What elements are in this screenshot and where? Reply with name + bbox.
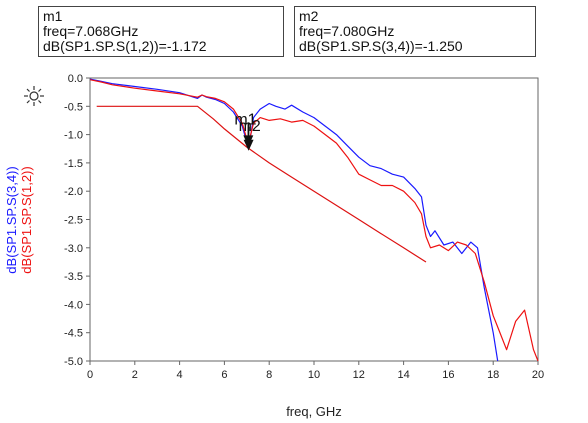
marker-frequency: freq=7.080GHz <box>299 23 395 39</box>
y-tick-label: -1.0 <box>64 130 83 142</box>
zoom-sun-icon[interactable] <box>24 86 44 106</box>
marker-name: m2 <box>299 8 319 24</box>
marker-name: m1 <box>43 8 63 24</box>
y-axis-title-s34: dB(SP1.SP.S(3,4)) <box>4 166 19 273</box>
x-tick-label: 6 <box>221 369 227 381</box>
marker-m1-readout[interactable]: m1 freq=7.068GHz dB(SP1.SP.S(1,2))=-1.17… <box>38 6 284 57</box>
x-tick-label: 18 <box>487 369 499 381</box>
marker-value: dB(SP1.SP.S(3,4))=-1.250 <box>299 38 463 54</box>
y-tick-label: -0.5 <box>64 101 83 113</box>
marker-value: dB(SP1.SP.S(1,2))=-1.172 <box>43 38 207 54</box>
x-tick-label: 8 <box>266 369 272 381</box>
y-tick-label: -1.5 <box>64 158 83 170</box>
x-tick-label: 12 <box>353 369 365 381</box>
y-tick-label: 0.0 <box>68 73 83 85</box>
x-tick-label: 16 <box>442 369 454 381</box>
y-axis-title-s12: dB(SP1.SP.S(1,2)) <box>19 166 34 273</box>
x-axis-title: freq, GHz <box>286 404 342 419</box>
y-tick-label: -4.5 <box>64 328 83 340</box>
y-tick-label: -3.0 <box>64 243 83 255</box>
x-tick-label: 20 <box>532 369 544 381</box>
marker-label: m2 <box>239 118 261 135</box>
x-tick-label: 14 <box>397 369 409 381</box>
y-tick-label: -2.5 <box>64 215 83 227</box>
series-layer <box>89 78 539 362</box>
plot-area <box>89 77 539 362</box>
y-tick-label: -2.0 <box>64 186 83 198</box>
x-tick-label: 2 <box>132 369 138 381</box>
marker-arrow <box>243 139 254 151</box>
y-axis: 0.0 -0.5 -1.0 -1.5 -2.0 -2.5 -3.0 -3.5 -4.0 -4.5 -… <box>64 73 90 368</box>
y-tick-label: -4.0 <box>64 299 83 311</box>
y-tick-label: -5.0 <box>64 356 83 368</box>
x-axis: 0 2 4 6 8 10 12 14 16 18 20 <box>87 361 544 381</box>
series-line-reference <box>96 105 427 263</box>
x-tick-label: 0 <box>87 369 93 381</box>
x-tick-label: 10 <box>308 369 320 381</box>
marker-label: m1 <box>234 111 256 128</box>
x-tick-label: 4 <box>177 369 183 381</box>
y-tick-label: -3.5 <box>64 271 83 283</box>
marker-m2-readout[interactable]: m2 freq=7.080GHz dB(SP1.SP.S(3,4))=-1.25… <box>294 6 536 57</box>
marker-frequency: freq=7.068GHz <box>43 23 139 39</box>
series-line-s12 <box>89 79 539 362</box>
